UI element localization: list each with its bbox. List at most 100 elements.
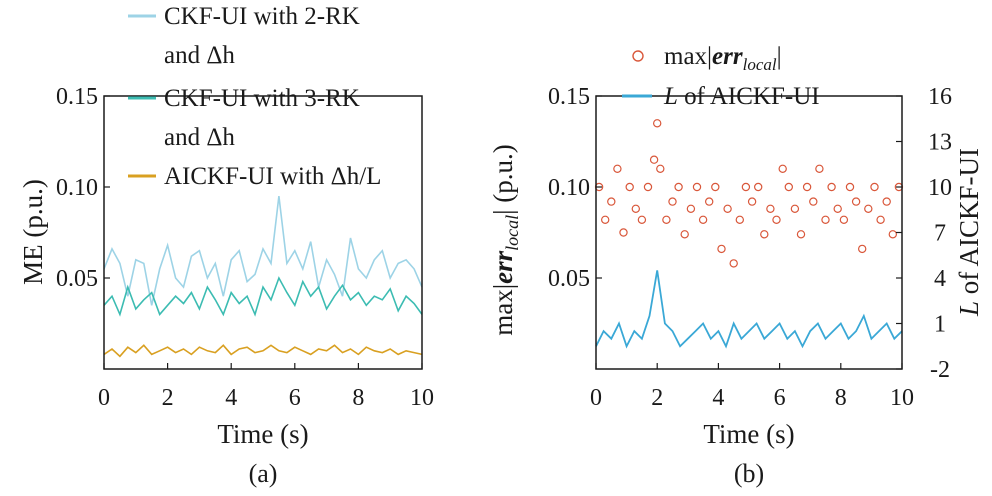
panel-b-errlocal-point bbox=[760, 230, 769, 239]
panel-b-errlocal-point bbox=[851, 197, 861, 206]
panel-b-x-tick-label: 0 bbox=[590, 385, 602, 411]
panel-b-errlocal-point bbox=[601, 215, 610, 224]
panel-b-errlocal-point bbox=[870, 182, 879, 192]
panel-b-x-tick-label: 10 bbox=[890, 385, 914, 411]
panel-b-left-y-axis-label: max|errlocal| (p.u.) bbox=[488, 144, 522, 336]
panel-b-errlocal-point bbox=[698, 215, 708, 224]
panel-a-series-layer bbox=[103, 196, 423, 358]
panel-b-errlocal-point bbox=[821, 215, 830, 224]
panel-b-right-y-axis-label: L of AICKF-UI bbox=[954, 148, 984, 317]
panel-b-errlocal-point bbox=[631, 204, 641, 213]
panel-b-errlocal-point bbox=[686, 204, 696, 213]
panel-b-left-y-tick-label: 0.15 bbox=[548, 84, 590, 110]
panel-b-errlocal-point bbox=[705, 197, 714, 206]
panel-b-errlocal-point bbox=[717, 244, 726, 254]
panel-a-y-axis-label: ME (p.u.) bbox=[18, 179, 48, 285]
panel-b-errlocal-point bbox=[754, 182, 763, 192]
panel-a-x-axis-label: Time (s) bbox=[217, 419, 308, 449]
panel-b-errlocal-point bbox=[680, 230, 689, 239]
panel-b-errlocal-point bbox=[772, 215, 781, 224]
panel-b-x-tick-label: 6 bbox=[774, 385, 786, 411]
panel-b-right-y-tick-label: 4 bbox=[934, 266, 946, 292]
panel-b-errlocal-point bbox=[876, 215, 885, 224]
legend-label-3rk-line1: CKF-UI with 3-RK bbox=[164, 85, 360, 112]
panel-b-errlocal-point bbox=[607, 197, 616, 206]
legend-label-3rk-line2: and Δh bbox=[164, 124, 235, 151]
panel-b-right-y-tick-label: 13 bbox=[928, 130, 952, 156]
legend-label-2rk-line1: CKF-UI with 2-RK bbox=[164, 3, 360, 30]
panel-b-errlocal-point bbox=[637, 215, 647, 224]
panel-a-y-tick-label: 0.05 bbox=[56, 266, 98, 292]
panel-a-series-line-1 bbox=[103, 276, 423, 317]
panel-b-errlocal-point bbox=[741, 182, 751, 192]
panel-b-errlocal-point bbox=[827, 182, 836, 192]
panel-b-errlocal-point bbox=[790, 204, 800, 213]
panel-b-right-y-tick-label: -2 bbox=[930, 357, 950, 383]
panel-b-left-y-ticks: 0.05 0.10 0.15 bbox=[548, 84, 602, 292]
panel-b-errlocal-point bbox=[833, 204, 842, 213]
panel-b-errlocal-point bbox=[656, 164, 665, 173]
panel-a-y-tick-label: 0.15 bbox=[56, 84, 98, 110]
panel-b-errlocal-point bbox=[766, 204, 775, 213]
panel-b-right-y-tick-label: 16 bbox=[928, 84, 952, 110]
panel-b-plot-frame bbox=[595, 95, 903, 370]
panel-a-series-line-2 bbox=[103, 344, 423, 358]
panel-b-x-tick-label: 8 bbox=[835, 385, 847, 411]
panel-a-x-ticks: 0 2 4 6 8 10 bbox=[98, 363, 434, 411]
panel-b-errlocal-point bbox=[674, 182, 683, 192]
panel-a-legend: CKF-UI with 2-RK and Δh CKF-UI with 3-RK… bbox=[128, 3, 381, 190]
panel-a-x-tick-label: 0 bbox=[98, 385, 110, 411]
panel-b-errlocal-point bbox=[643, 182, 653, 192]
panel-b-right-y-tick-label: 1 bbox=[934, 312, 946, 338]
panel-a-plot-frame bbox=[103, 95, 423, 370]
panel-b-series-layer bbox=[594, 119, 904, 349]
panel-b-errlocal-point bbox=[784, 182, 794, 192]
panel-a-y-tick-label: 0.10 bbox=[56, 175, 98, 201]
panel-b: 0 2 4 6 8 10 0.05 0.10 0.15 -2 1 4 7 10 13 16 Time (s… bbox=[488, 43, 984, 488]
panel-b-errlocal-point bbox=[845, 182, 855, 192]
panel-b-x-axis-label: Time (s) bbox=[703, 419, 794, 449]
panel-b-errlocal-point bbox=[723, 204, 732, 213]
panel-a-y-ticks: 0.05 0.10 0.15 bbox=[56, 84, 110, 292]
panel-a-x-tick-label: 4 bbox=[225, 385, 237, 411]
panel-b-errlocal-point bbox=[802, 182, 812, 192]
panel-b-errlocal-point bbox=[864, 204, 873, 213]
panel-b-x-tick-label: 2 bbox=[651, 385, 663, 411]
panel-b-errlocal-point bbox=[815, 164, 824, 173]
panel-b-errlocal-point bbox=[711, 182, 720, 192]
panel-b-errlocal-point bbox=[613, 164, 622, 173]
panel-b-label: (b) bbox=[734, 459, 764, 488]
legend-label-aickf: AICKF-UI with Δh/L bbox=[164, 163, 381, 190]
panel-b-right-y-tick-label: 10 bbox=[928, 175, 952, 201]
panel-b-x-tick-label: 4 bbox=[712, 385, 724, 411]
panel-b-right-y-ticks: -2 1 4 7 10 13 16 bbox=[896, 84, 952, 383]
legend-label-L: L of AICKF-UI bbox=[663, 83, 820, 110]
panel-b-errlocal-point bbox=[662, 215, 671, 224]
panel-b-errlocal-point bbox=[796, 230, 806, 239]
panel-b-x-ticks: 0 2 4 6 8 10 bbox=[590, 363, 914, 411]
panel-a: 0 2 4 6 8 10 0.050.100.15 Time (s) ME (p.u.) … bbox=[18, 3, 434, 488]
panel-a-series-line-0 bbox=[103, 196, 423, 306]
panel-b-errlocal-point bbox=[668, 197, 677, 206]
panel-b-errlocal-point bbox=[619, 228, 628, 237]
panel-a-label: (a) bbox=[249, 459, 278, 488]
panel-b-errlocal-point bbox=[653, 119, 662, 128]
panel-b-legend: max|errlocal| L of AICKF-UI bbox=[622, 43, 820, 110]
panel-a-x-tick-label: 8 bbox=[352, 385, 364, 411]
panel-b-errlocal-point bbox=[649, 155, 659, 164]
legend-label-2rk-line2: and Δh bbox=[164, 42, 235, 69]
panel-b-errlocal-point bbox=[747, 197, 757, 206]
panel-b-left-y-tick-label: 0.05 bbox=[548, 266, 590, 292]
panel-b-errlocal-point bbox=[839, 215, 849, 224]
panel-b-errlocal-point bbox=[888, 230, 898, 239]
panel-a-x-tick-label: 10 bbox=[410, 385, 434, 411]
panel-b-errlocal-point bbox=[778, 164, 787, 173]
panel-b-L-line bbox=[595, 270, 903, 349]
legend-label-errlocal: max|errlocal| bbox=[664, 43, 782, 74]
panel-a-x-tick-label: 2 bbox=[162, 385, 174, 411]
panel-a-x-tick-label: 6 bbox=[289, 385, 301, 411]
panel-b-errlocal-point bbox=[809, 197, 818, 206]
panel-b-errlocal-point bbox=[625, 182, 634, 192]
panel-b-left-y-tick-label: 0.10 bbox=[548, 175, 590, 201]
